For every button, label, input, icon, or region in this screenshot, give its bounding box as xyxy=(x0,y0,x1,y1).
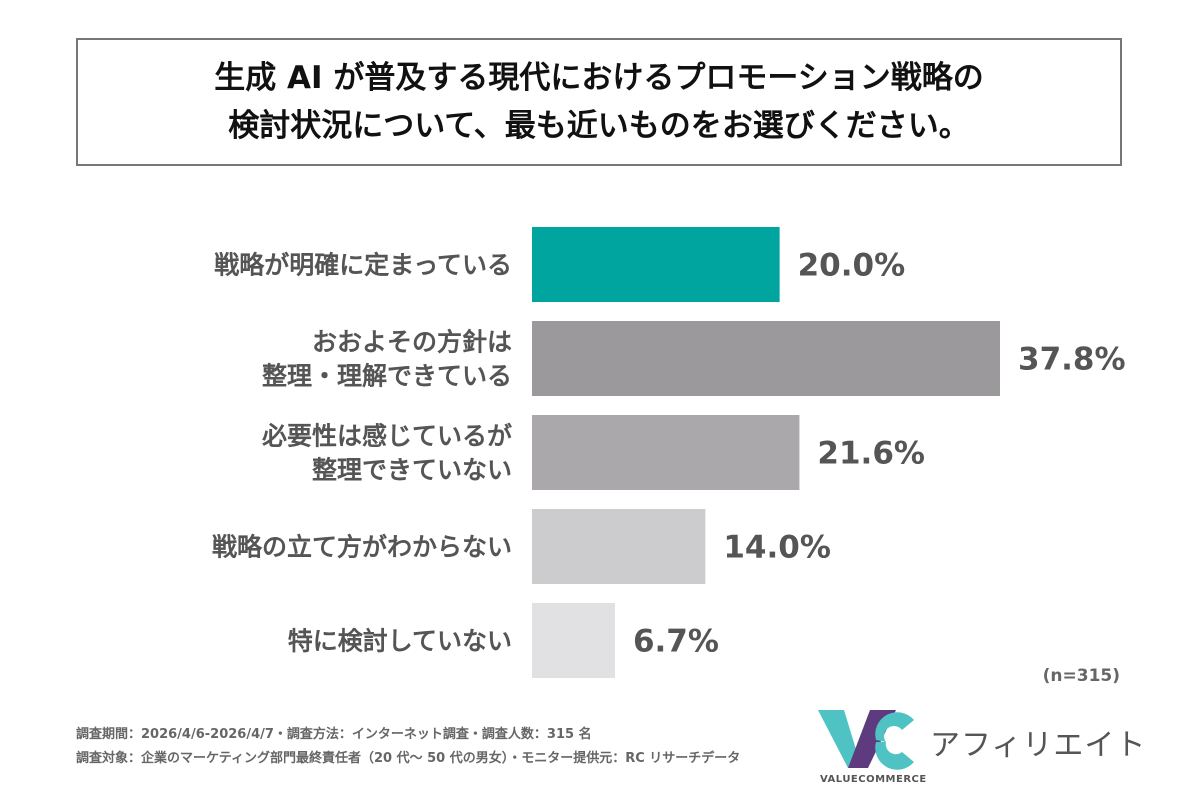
category-label-3-line-2: 整理できていない xyxy=(312,456,512,485)
bar-3 xyxy=(532,415,800,490)
bar-4 xyxy=(532,509,706,584)
valuecommerce-logo-icon xyxy=(818,710,914,770)
chart-title-line-1: 生成 AI が普及する現代におけるプロモーション戦略の xyxy=(214,60,984,96)
chart-title-box: 生成 AI が普及する現代におけるプロモーション戦略の 検討状況について、最も近… xyxy=(76,38,1122,166)
value-label-2: 37.8% xyxy=(1018,342,1126,378)
value-label-5: 6.7% xyxy=(633,624,719,660)
footnote-survey-target: 調査対象：企業のマーケティング部門最終責任者（20 代〜 50 代の男女）・モニ… xyxy=(76,751,741,766)
logo-subtext: VALUECOMMERCE xyxy=(820,774,927,785)
footnote-survey-period: 調査期間：2026/4/6-2026/4/7・調査方法：インターネット調査・調査… xyxy=(76,727,592,742)
bar-5 xyxy=(532,603,615,678)
logo-text: アフィリエイト xyxy=(930,728,1147,763)
category-label-1-line-1: 戦略が明確に定まっている xyxy=(214,251,512,280)
value-label-3: 21.6% xyxy=(817,436,925,472)
category-label-4-line-1: 戦略の立て方がわからない xyxy=(212,533,512,562)
category-label-2-line-1: おおよその方針は xyxy=(312,328,512,357)
value-label-1: 20.0% xyxy=(798,248,906,284)
category-label-3-line-1: 必要性は感じているが xyxy=(262,422,512,451)
valuecommerce-logo: アフィリエイト VALUECOMMERCE xyxy=(818,706,1145,796)
value-label-4: 14.0% xyxy=(723,530,831,566)
sample-size-note: (n=315) xyxy=(1042,666,1120,686)
chart-title-line-2: 検討状況について、最も近いものをお選びください。 xyxy=(228,108,970,144)
category-label-5-line-1: 特に検討していない xyxy=(288,627,512,656)
category-label-2-line-2: 整理・理解できている xyxy=(262,362,512,391)
bar-1 xyxy=(532,227,780,302)
bar-2 xyxy=(532,321,1000,396)
